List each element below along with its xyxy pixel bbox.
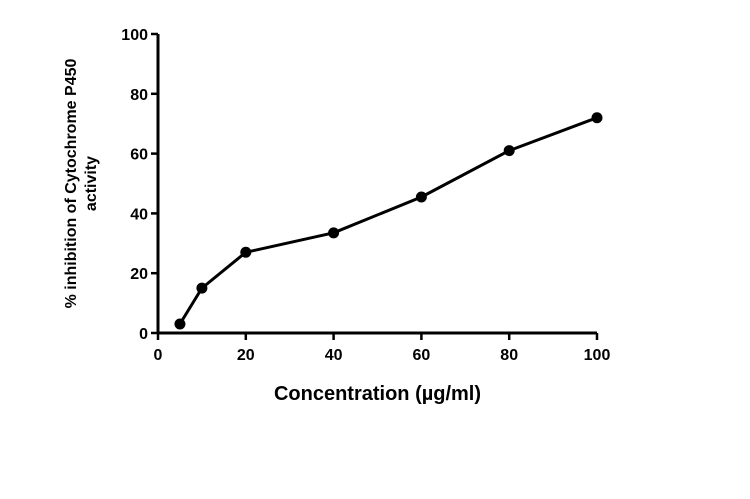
data-point	[415, 191, 427, 203]
x-tick-label: 100	[584, 347, 611, 364]
data-point	[503, 145, 515, 157]
data-point	[174, 318, 186, 330]
series-line	[178, 116, 598, 325]
x-tick-label: 0	[154, 347, 163, 364]
x-tick-label: 40	[325, 347, 343, 364]
y-tick-label: 80	[130, 87, 148, 104]
data-point	[196, 282, 208, 294]
y-tick-label: 40	[130, 206, 148, 223]
data-point	[328, 227, 340, 239]
x-tick-label: 80	[500, 347, 518, 364]
series-layer	[174, 112, 603, 330]
y-axis-title: % inhibition of Cytochrome P450 activity	[63, 59, 100, 309]
data-point	[591, 112, 603, 124]
x-axis-title: Concentration (µg/ml)	[274, 383, 481, 405]
y-axis-title-line-2: activity	[83, 156, 100, 211]
y-tick-label: 60	[130, 147, 148, 164]
y-axis-title-line-1: % inhibition of Cytochrome P450	[63, 59, 80, 309]
data-point	[240, 246, 252, 258]
y-tick-label: 0	[139, 326, 148, 343]
y-tick-label: 100	[121, 27, 148, 44]
x-tick-label: 20	[237, 347, 255, 364]
x-tick-label: 60	[413, 347, 431, 364]
y-tick-label: 20	[130, 266, 148, 283]
x-ticks: 0 20 40 60 80 100	[154, 333, 611, 364]
axes	[156, 34, 597, 335]
y-ticks: 0 20 40 60 80 100	[121, 27, 158, 343]
